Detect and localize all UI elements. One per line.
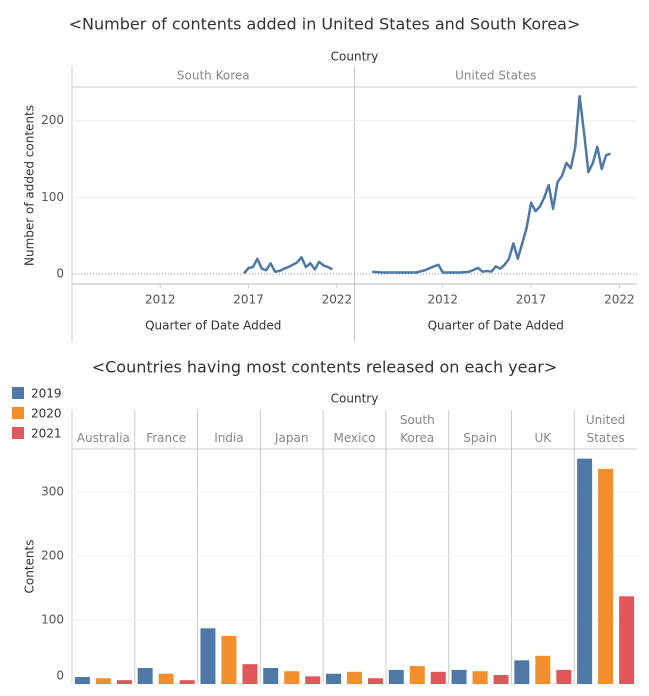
data-line [372,94,611,274]
x-axis-label: Quarter of Date Added [145,319,281,333]
facet-header: Japan [274,431,309,445]
bar [514,660,530,684]
y-tick-label: 300 [41,484,64,498]
legend-swatch [12,407,24,419]
bar [221,635,237,684]
bar [347,671,362,684]
bar [598,468,614,684]
bar [577,458,593,684]
x-tick-label: 2017 [233,293,264,307]
facet-header: UK [534,431,552,445]
bar [305,676,321,684]
facet-header: Australia [76,431,130,445]
bar [179,680,195,684]
bar [158,673,174,684]
bar [263,667,279,684]
chart-title: <Number of contents added in United Stat… [69,15,581,34]
bar [493,675,509,684]
facet-header: India [214,431,244,445]
legend-label: 2020 [31,407,62,421]
facet-header: South Korea [177,69,250,83]
y-tick-label: 200 [41,113,64,127]
bar [409,666,425,684]
facet-header: South Korea [399,413,435,445]
data-line [243,255,333,275]
x-tick-label: 2022 [322,293,353,307]
y-tick-label: 200 [41,548,64,562]
facet-header: United States [455,69,536,83]
legend-swatch [12,427,24,439]
y-axis-label: Contents [23,540,37,594]
legend-label: 2019 [31,387,62,401]
x-tick-label: 2022 [604,293,635,307]
y-tick-label: 0 [56,669,64,683]
y-tick-label: 100 [41,612,64,626]
bar [326,673,341,684]
bar [116,680,132,684]
chart-title: <Countries having most contents released… [92,358,558,377]
bar [137,667,153,684]
bar [535,655,551,684]
facet-header: United States [585,413,626,445]
facet-header: France [146,431,187,445]
x-tick-label: 2012 [145,293,176,307]
facet-label: Country [331,392,379,406]
bar [556,669,572,684]
y-axis-label: Number of added contents [23,105,37,266]
facet-label: Country [331,50,379,64]
bar [619,596,635,684]
bar [74,676,90,684]
y-tick-label: 100 [41,190,64,204]
bar [388,669,404,684]
legend-swatch [12,387,24,399]
bar [200,628,216,684]
bar [242,664,258,684]
y-tick-label: 0 [56,267,64,281]
bar [472,671,488,684]
x-axis-label: Quarter of Date Added [428,319,564,333]
bar [430,671,446,684]
bar [284,671,300,684]
x-tick-label: 2012 [428,293,459,307]
facet-header: Mexico [333,431,376,445]
bar [95,678,111,684]
bar [451,669,467,684]
facet-header: Spain [463,431,497,445]
bar [368,678,383,684]
legend-label: 2021 [31,427,62,441]
x-tick-label: 2017 [516,293,547,307]
